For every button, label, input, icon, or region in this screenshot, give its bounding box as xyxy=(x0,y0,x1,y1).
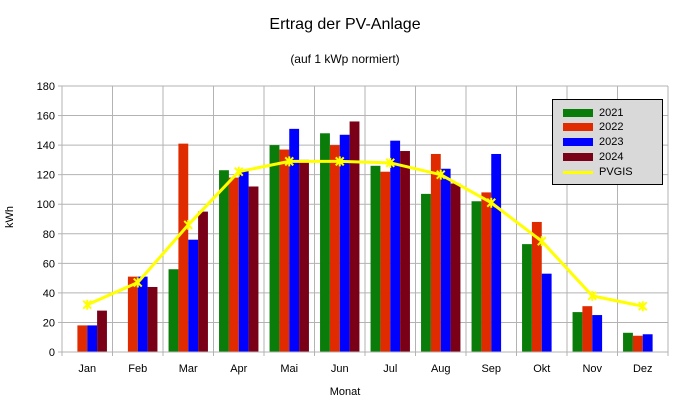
legend-item-2021: 2021 xyxy=(563,106,623,120)
point-pvgis-nov xyxy=(587,290,597,301)
bar-2024-apr xyxy=(248,186,259,352)
bar-2023-aug xyxy=(440,168,451,352)
x-axis-label: Monat xyxy=(329,386,361,398)
point-pvgis-dez xyxy=(638,301,648,312)
y-tick-label: 180 xyxy=(37,81,55,93)
bar-2023-okt xyxy=(541,273,552,352)
bar-2022-dez xyxy=(632,335,643,352)
bar-2021-jun xyxy=(320,133,330,352)
bar-2022-jun xyxy=(329,145,340,352)
legend-swatch-pvgis xyxy=(563,170,593,174)
bar-2021-mar xyxy=(168,269,179,352)
y-tick-label: 40 xyxy=(43,288,55,300)
point-pvgis-feb xyxy=(133,277,143,288)
x-tick-label: Dez xyxy=(633,363,653,375)
chart-subtitle: (auf 1 kWp normiert) xyxy=(290,52,400,66)
legend-swatch-2024 xyxy=(563,153,593,161)
bar-2023-feb xyxy=(137,276,148,352)
y-tick-label: 60 xyxy=(43,258,55,270)
bar-2023-mai xyxy=(289,128,300,352)
point-pvgis-mar xyxy=(183,219,193,230)
bar-2021-dez xyxy=(623,332,633,352)
point-pvgis-sep xyxy=(486,197,496,208)
y-axis-label: kWh xyxy=(4,206,16,228)
bar-2021-okt xyxy=(522,244,532,352)
x-tick-label: Jun xyxy=(331,363,349,375)
x-tick-label: Jan xyxy=(78,363,96,375)
bar-2022-jan xyxy=(77,325,88,352)
y-tick-label: 20 xyxy=(43,317,55,329)
point-pvgis-jan xyxy=(82,299,92,310)
x-tick-label: Sep xyxy=(481,363,501,375)
bar-2021-mai xyxy=(269,145,280,352)
bar-2023-dez xyxy=(642,334,653,352)
legend-item-pvgis: PVGIS xyxy=(563,165,633,179)
chart-title: Ertrag der PV-Anlage xyxy=(269,16,421,33)
bar-2024-aug xyxy=(450,183,461,352)
legend-item-2023: 2023 xyxy=(563,135,623,149)
bar-2022-feb xyxy=(127,276,138,352)
point-pvgis-jul xyxy=(385,157,395,168)
x-tick-label: Mai xyxy=(280,363,298,375)
bar-2021-apr xyxy=(219,170,229,352)
chart-legend: 2021 2022 2023 2024 PVGIS xyxy=(552,99,663,185)
y-tick-label: 160 xyxy=(37,111,55,123)
bar-2021-sep xyxy=(471,201,482,352)
x-tick-label: Nov xyxy=(582,363,602,375)
y-tick-label: 100 xyxy=(37,199,55,211)
bar-2023-jun xyxy=(339,134,350,352)
bar-2023-jul xyxy=(390,140,401,352)
bar-2022-okt xyxy=(531,221,542,352)
legend-label-2022: 2022 xyxy=(599,121,624,133)
bar-2022-aug xyxy=(430,153,441,352)
legend-swatch-2023 xyxy=(563,138,593,146)
legend-label-pvgis: PVGIS xyxy=(599,166,633,178)
point-pvgis-jun xyxy=(335,156,345,167)
legend-label-2021: 2021 xyxy=(599,107,624,119)
x-tick-label: Aug xyxy=(431,363,451,375)
bar-2024-mai xyxy=(299,159,309,352)
bar-2023-sep xyxy=(491,153,502,352)
bar-2023-mar xyxy=(188,239,199,352)
bar-2023-apr xyxy=(238,170,249,352)
bar-2024-feb xyxy=(147,286,158,352)
line-pvgis xyxy=(86,159,644,308)
bar-2024-mar xyxy=(198,211,208,352)
legend-item-2022: 2022 xyxy=(563,120,623,134)
x-tick-label: Apr xyxy=(230,363,247,375)
bar-2022-mai xyxy=(279,149,290,352)
legend-swatch-2022 xyxy=(563,123,593,131)
bar-2022-mar xyxy=(178,143,189,352)
legend-swatch-2021 xyxy=(563,109,593,117)
y-tick-label: 0 xyxy=(49,347,55,359)
bar-2023-jan xyxy=(87,325,98,352)
legend-item-2024: 2024 xyxy=(563,150,623,164)
x-tick-label: Feb xyxy=(128,363,147,375)
bar-2024-jan xyxy=(97,310,107,352)
bar-2021-aug xyxy=(421,193,431,352)
bar-2022-apr xyxy=(228,177,239,352)
legend-label-2023: 2023 xyxy=(599,136,624,148)
bar-2024-jun xyxy=(349,121,360,352)
point-pvgis-mai xyxy=(284,156,294,167)
point-pvgis-okt xyxy=(537,236,547,247)
bar-2021-jul xyxy=(370,165,381,352)
bar-2022-nov xyxy=(582,306,593,352)
bar-2022-sep xyxy=(481,192,492,352)
x-tick-label: Jul xyxy=(383,363,397,375)
y-tick-label: 140 xyxy=(37,140,55,152)
point-pvgis-apr xyxy=(234,166,244,177)
bar-2023-nov xyxy=(592,315,603,352)
point-pvgis-aug xyxy=(436,169,446,180)
y-tick-label: 80 xyxy=(43,229,55,241)
bar-2021-nov xyxy=(572,312,583,352)
y-tick-label: 120 xyxy=(37,170,55,182)
x-tick-label: Okt xyxy=(533,363,550,375)
bar-2024-jul xyxy=(400,151,410,352)
bar-2022-jul xyxy=(380,171,391,352)
legend-label-2024: 2024 xyxy=(599,151,624,163)
x-tick-label: Mar xyxy=(179,363,198,375)
